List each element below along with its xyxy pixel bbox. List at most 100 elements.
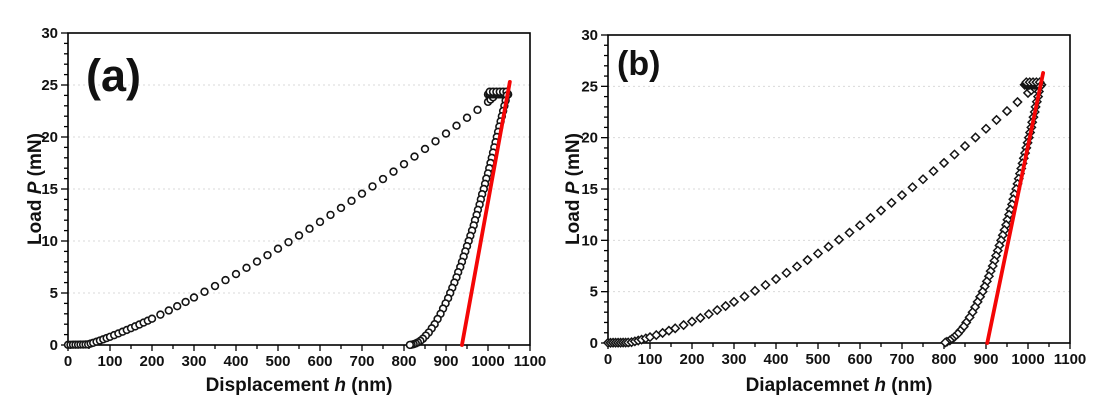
x-tick-label: 300	[721, 351, 746, 368]
loading-marker	[399, 159, 409, 169]
x-tick-label: 400	[223, 353, 248, 370]
loading-marker	[875, 205, 887, 216]
loading-marker	[210, 281, 220, 291]
loading-marker	[720, 300, 731, 312]
x-tick-label: 700	[349, 353, 374, 370]
loading-marker	[231, 269, 241, 279]
loading-marker	[181, 297, 190, 307]
loading-marker	[949, 149, 960, 160]
x-tick-label: 300	[181, 353, 206, 370]
y-tick-label: 30	[581, 27, 598, 44]
loading-marker	[938, 157, 950, 169]
loading-marker	[189, 293, 199, 302]
x-tick-label: 900	[433, 353, 458, 370]
loading-marker	[928, 165, 939, 177]
loading-marker	[907, 182, 918, 193]
loading-marker	[284, 237, 293, 247]
loading-marker	[823, 241, 834, 252]
x-tick-label: 0	[64, 353, 72, 370]
y-axis-label-a: Load P (mN)	[25, 133, 46, 245]
panel-b-tag: (b)	[617, 45, 660, 83]
y-axis-label-b-symbol: P	[563, 181, 584, 194]
unloading-marker	[940, 337, 951, 348]
y-tick-label: 5	[50, 285, 58, 302]
loading-marker	[347, 196, 356, 206]
x-axis-label-a-text: Displacement	[206, 375, 335, 396]
y-tick-label: 5	[590, 284, 598, 301]
x-tick-label: 1100	[1054, 351, 1087, 368]
x-tick-label: 1100	[514, 353, 547, 370]
loading-marker	[749, 285, 761, 297]
loading-marker	[686, 316, 698, 327]
loading-marker	[854, 220, 866, 231]
x-tick-label: 500	[265, 353, 290, 370]
loading-marker	[473, 105, 482, 115]
y-axis-label-a-symbol: P	[25, 181, 46, 194]
x-tick-label: 600	[307, 353, 332, 370]
loading-marker	[728, 296, 740, 307]
loading-marker	[357, 189, 367, 198]
y-axis-label-b-text: Load	[563, 194, 584, 245]
loading-marker	[980, 123, 992, 134]
x-tick-label: 0	[604, 351, 612, 368]
loading-marker	[173, 302, 182, 311]
panel-a-chart: 0 100 200 300 400 500 600 700 800 900 1000 1100 0 5 10…	[25, 25, 546, 396]
loading-marker	[970, 132, 981, 143]
loading-marker	[896, 189, 908, 201]
loading-marker	[336, 203, 346, 213]
loading-marker	[678, 319, 689, 331]
panel-b-chart: 0 100 200 300 400 500 600 700 800 900 1000 1100 0 5 10…	[563, 27, 1086, 396]
unloading-marker	[405, 340, 415, 350]
x-axis-label-a: Displacement h (nm)	[206, 375, 393, 396]
x-axis-label-a-unit: (nm)	[346, 375, 392, 396]
y-tick-label: 15	[581, 181, 598, 198]
loading-marker	[242, 263, 251, 273]
plot-area-a: 0 100 200 300 400 500 600 700 800 900 1000 1100 0 5 10…	[41, 25, 546, 370]
x-tick-label: 1000	[471, 353, 504, 370]
loading-marker	[368, 182, 377, 191]
y-tick-label: 30	[41, 25, 58, 42]
loading-marker	[959, 140, 971, 152]
loading-marker	[420, 144, 430, 154]
loading-marker	[389, 167, 398, 176]
loading-marker	[833, 234, 845, 245]
loading-marker	[1001, 105, 1013, 117]
loading-marker	[252, 257, 262, 266]
x-tick-label: 600	[847, 351, 872, 368]
loading-marker	[305, 224, 314, 233]
plot-area-b: 0 100 200 300 400 500 600 700 800 900 1000 1100 0 5 10…	[581, 27, 1086, 368]
loading-marker	[695, 312, 706, 324]
loading-marker	[378, 174, 388, 184]
y-tick-label: 20	[581, 130, 598, 147]
x-tick-label: 800	[391, 353, 416, 370]
x-tick-label: 500	[805, 351, 830, 368]
loading-marker	[991, 114, 1002, 126]
loading-marker	[315, 217, 325, 227]
loading-marker	[739, 291, 750, 302]
x-axis-label-b-text: Diaplacemnet	[746, 375, 875, 396]
loading-marker	[844, 227, 855, 238]
y-axis-label-a-unit: (mN)	[25, 133, 46, 182]
x-tick-label: 400	[763, 351, 788, 368]
loading-marker	[886, 197, 897, 209]
loading-marker	[802, 254, 813, 266]
stiffness-fit-line	[985, 71, 1046, 345]
loading-marker	[770, 273, 782, 285]
loading-marker	[431, 137, 440, 146]
loading-marker	[410, 152, 419, 161]
loading-marker	[703, 308, 714, 320]
loading-marker	[781, 267, 792, 279]
loading-marker	[760, 279, 771, 291]
y-tick-label: 15	[41, 181, 58, 198]
y-tick-label: 25	[581, 78, 598, 95]
x-tick-label: 100	[637, 351, 662, 368]
x-tick-label: 800	[931, 351, 956, 368]
loading-marker	[791, 261, 803, 272]
stiffness-fit-line	[460, 79, 512, 347]
loading-marker	[812, 248, 824, 259]
y-axis-label-b: Load P (mN)	[563, 133, 584, 245]
loading-marker	[156, 310, 165, 319]
y-tick-label: 20	[41, 129, 58, 146]
x-axis-label-b: Diaplacemnet h (nm)	[746, 375, 933, 396]
